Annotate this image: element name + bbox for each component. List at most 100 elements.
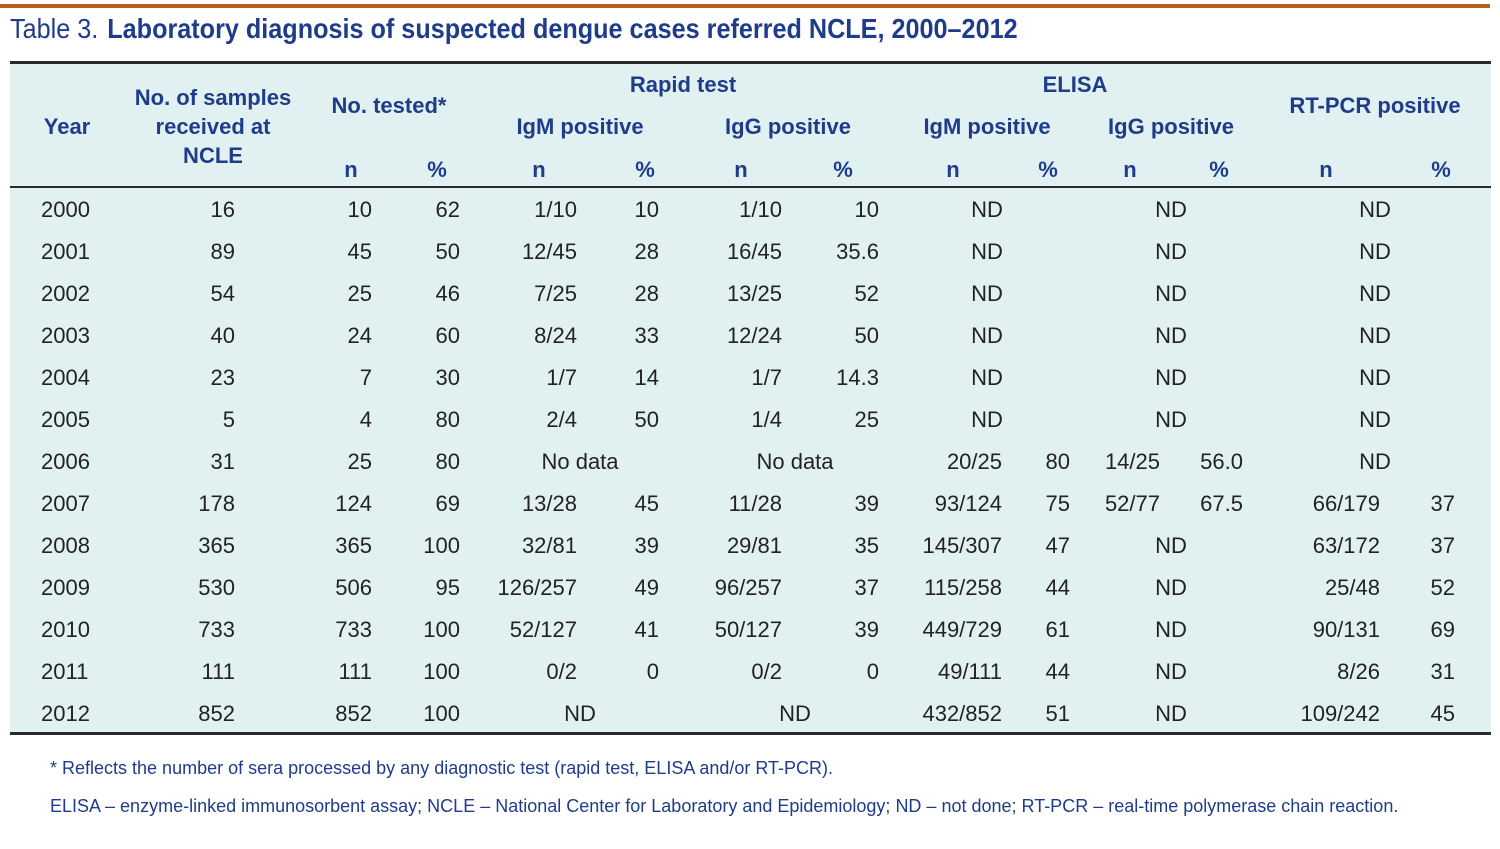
cell-tested-pct: 100 [423, 533, 460, 558]
header-rapid-igg-n: n [734, 157, 748, 182]
cell-pcr-n: 66/179 [1312, 491, 1380, 516]
cell-samples: 852 [198, 701, 235, 726]
cell-tested-n: 10 [347, 197, 372, 222]
cell-tested-pct: 100 [423, 617, 460, 642]
cell-pcr-n: 25/48 [1324, 575, 1380, 600]
cell-elisa-igg-n: 14/25 [1104, 449, 1160, 474]
cell-rapid-igm-n: 13/28 [521, 491, 577, 516]
cell-samples: 54 [210, 281, 235, 306]
cell-samples: 178 [198, 491, 235, 516]
cell-pcr-n: 109/242 [1300, 701, 1380, 726]
header-rapid-test: Rapid test [629, 72, 737, 97]
cell-rapid-igg-n: 13/25 [726, 281, 782, 306]
cell-rapid-igm-n: 52/127 [509, 617, 577, 642]
cell-rapid-igg-n: 16/45 [726, 239, 782, 264]
cell-rapid-igg-pct: 37 [854, 575, 879, 600]
cell-rapid-igg-n: No data [756, 449, 834, 474]
cell-elisa-igm-n: 49/111 [937, 659, 1002, 684]
cell-elisa-igm-n: 20/25 [946, 449, 1002, 474]
cell-tested-pct: 100 [423, 701, 460, 726]
cell-tested-n: 124 [335, 491, 372, 516]
cell-tested-n: 506 [335, 575, 372, 600]
cell-pcr-n: 63/172 [1312, 533, 1380, 558]
cell-rapid-igg-n: 1/10 [739, 197, 782, 222]
header-elisa-igg-n: n [1123, 157, 1137, 182]
header-elisa-igg: IgG positive [1108, 114, 1234, 139]
cell-rapid-igg-pct: 39 [854, 491, 879, 516]
cell-rapid-igg-n: 11/28 [728, 491, 782, 516]
cell-elisa-igm-pct: 47 [1045, 533, 1070, 558]
cell-rapid-igm-pct: 50 [634, 407, 659, 432]
cell-rapid-igg-pct: 25 [854, 407, 879, 432]
cell-tested-pct: 95 [435, 575, 460, 600]
cell-tested-pct: 69 [435, 491, 460, 516]
cell-pcr-n: ND [1359, 365, 1391, 390]
cell-tested-pct: 62 [435, 197, 460, 222]
cell-tested-pct: 80 [435, 449, 460, 474]
cell-elisa-igm-pct: 44 [1045, 575, 1070, 600]
cell-elisa-igm-pct: 61 [1045, 617, 1070, 642]
cell-pcr-pct: 31 [1430, 659, 1455, 684]
cell-pcr-n: ND [1359, 407, 1391, 432]
cell-tested-pct: 46 [435, 281, 460, 306]
cell-rapid-igm-pct: 45 [634, 491, 659, 516]
cell-rapid-igg-n: 1/4 [751, 407, 782, 432]
cell-rapid-igm-n: 7/25 [534, 281, 577, 306]
cell-elisa-igg-n: ND [1155, 701, 1187, 726]
cell-pcr-n: 90/131 [1312, 617, 1380, 642]
header-tested-n: n [344, 157, 358, 182]
cell-year: 2008 [41, 533, 90, 558]
header-rtpcr-positive: RT-PCR positive [1289, 93, 1461, 118]
cell-tested-pct: 80 [435, 407, 460, 432]
cell-rapid-igm-pct: 0 [646, 659, 659, 684]
cell-samples: 16 [210, 197, 235, 222]
cell-tested-pct: 30 [435, 365, 460, 390]
cell-year: 2012 [41, 701, 90, 726]
cell-rapid-igg-pct: 10 [854, 197, 879, 222]
cell-rapid-igg-n: 12/24 [726, 323, 782, 348]
cell-elisa-igg-n: ND [1155, 197, 1187, 222]
cell-year: 2006 [41, 449, 90, 474]
cell-rapid-igm-pct: 39 [634, 533, 659, 558]
cell-tested-n: 365 [335, 533, 372, 558]
cell-pcr-pct: 69 [1430, 617, 1455, 642]
cell-elisa-igm-n: 449/729 [922, 617, 1002, 642]
cell-elisa-igm-n: 115/258 [924, 575, 1002, 600]
cell-elisa-igg-n: ND [1155, 659, 1187, 684]
cell-pcr-pct: 37 [1430, 533, 1455, 558]
cell-rapid-igm-n: 8/24 [534, 323, 577, 348]
cell-rapid-igm-n: 1/7 [546, 365, 577, 390]
cell-rapid-igg-pct: 35 [854, 533, 879, 558]
cell-pcr-n: ND [1359, 197, 1391, 222]
cell-rapid-igm-n: 126/257 [497, 575, 577, 600]
cell-rapid-igm-pct: 28 [634, 281, 659, 306]
cell-elisa-igm-pct: 75 [1045, 491, 1070, 516]
cell-elisa-igg-n: ND [1155, 281, 1187, 306]
data-table [10, 61, 1491, 735]
cell-samples: 111 [201, 659, 235, 684]
cell-rapid-igg-n: 1/7 [751, 365, 782, 390]
top-accent-rule [0, 4, 1490, 8]
cell-year: 2009 [41, 575, 90, 600]
cell-rapid-igg-n: 50/127 [714, 617, 782, 642]
header-rapid-igg: IgG positive [725, 114, 851, 139]
header-rapid-igg-pct: % [833, 157, 853, 182]
cell-rapid-igm-n: 32/81 [521, 533, 577, 558]
header-rapid-igm: IgM positive [516, 114, 644, 139]
cell-tested-n: 111 [338, 659, 372, 684]
cell-elisa-igm-n: ND [971, 365, 1003, 390]
cell-elisa-igm-n: 432/852 [922, 701, 1002, 726]
cell-samples: 365 [198, 533, 235, 558]
cell-rapid-igg-pct: 35.6 [836, 239, 879, 264]
cell-year: 2007 [41, 491, 90, 516]
cell-pcr-n: ND [1359, 449, 1391, 474]
cell-elisa-igg-n: ND [1155, 617, 1187, 642]
cell-elisa-igg-n: ND [1155, 323, 1187, 348]
cell-elisa-igm-n: ND [971, 281, 1003, 306]
cell-pcr-n: ND [1359, 323, 1391, 348]
cell-elisa-igg-pct: 56.0 [1200, 449, 1243, 474]
cell-elisa-igg-n: ND [1155, 239, 1187, 264]
cell-rapid-igm-n: 0/2 [546, 659, 577, 684]
cell-elisa-igm-n: ND [971, 407, 1003, 432]
cell-rapid-igg-pct: 14.3 [836, 365, 879, 390]
